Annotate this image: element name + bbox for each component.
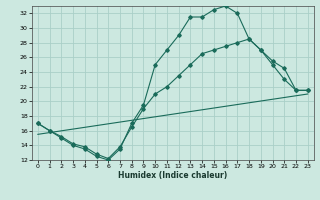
X-axis label: Humidex (Indice chaleur): Humidex (Indice chaleur) (118, 171, 228, 180)
